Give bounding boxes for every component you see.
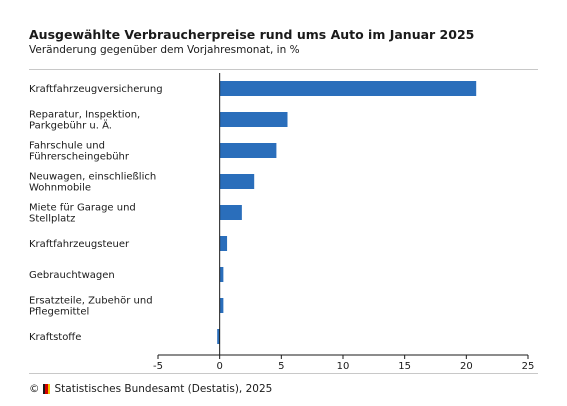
bar xyxy=(219,81,477,96)
bar xyxy=(219,112,288,127)
copyright-symbol: © xyxy=(29,383,40,395)
top-divider xyxy=(29,69,538,70)
bar xyxy=(219,267,224,282)
destatis-logo-icon xyxy=(42,384,50,394)
category-label: Miete für Garage und Stellplatz xyxy=(29,203,136,225)
category-label: Reparatur, Inspektion, Parkgebühr u. Ä. xyxy=(29,110,140,132)
category-label: Kraftstoffe xyxy=(29,332,81,343)
category-label: Neuwagen, einschließlich Wohnmobile xyxy=(29,172,156,194)
source-text: Statistisches Bundesamt (Destatis), 2025 xyxy=(54,383,273,395)
x-tick-label: 15 xyxy=(398,361,411,372)
bar xyxy=(219,298,224,313)
bar xyxy=(219,205,242,220)
x-tick-label: -5 xyxy=(153,361,163,372)
chart-subtitle: Veränderung gegenüber dem Vorjahresmonat… xyxy=(29,44,300,56)
category-label: Fahrschule und Führerscheingebühr xyxy=(29,141,130,163)
x-tick-label: 10 xyxy=(337,361,350,372)
x-tick-label: 0 xyxy=(216,361,222,372)
category-label: Ersatzteile, Zubehör und Pflegemittel xyxy=(29,296,153,318)
x-tick-label: 5 xyxy=(278,361,284,372)
category-label: Kraftfahrzeugsteuer xyxy=(29,239,130,250)
bottom-divider xyxy=(29,373,538,374)
x-tick-label: 25 xyxy=(522,361,535,372)
source-footer: © Statistisches Bundesamt (Destatis), 20… xyxy=(29,383,272,395)
x-tick-label: 20 xyxy=(460,361,473,372)
bar xyxy=(219,174,255,189)
bar xyxy=(217,329,220,344)
chart-title: Ausgewählte Verbraucherpreise rund ums A… xyxy=(29,27,475,42)
category-label: Kraftfahrzeugversicherung xyxy=(29,84,163,95)
bar xyxy=(219,143,277,158)
bar xyxy=(219,236,228,251)
category-label: Gebrauchtwagen xyxy=(29,270,115,281)
